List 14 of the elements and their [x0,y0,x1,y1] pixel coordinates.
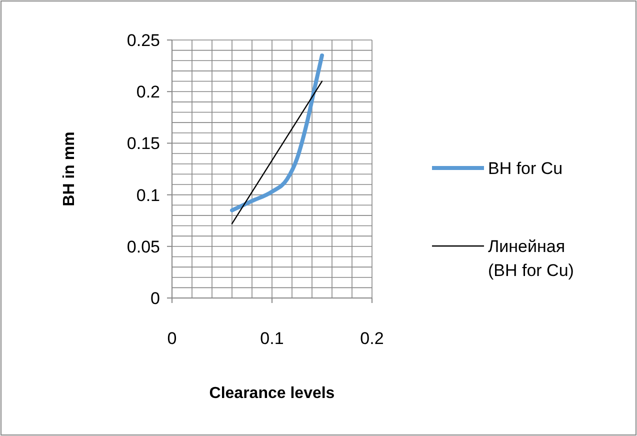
x-axis-title: Clearance levels [209,385,335,402]
y-axis-title: BH in mm [61,132,78,206]
y-tick-label: 0.05 [126,237,160,256]
y-tick-label: 0.25 [126,31,160,50]
x-tick-label: 0.1 [260,329,284,348]
line-series [230,53,324,212]
y-tick-label: 0.15 [126,134,160,154]
legend-label: BH for Cu [488,159,563,178]
y-tick-label: 0.2 [136,82,160,102]
y-tick-label: 0 [150,289,160,308]
x-tick-label: 0 [167,329,177,348]
y-tick-label: 0.1 [136,186,160,205]
x-tick-label: 0.2 [360,329,384,348]
legend-label: Линейная (BH for Cu) [488,237,574,280]
